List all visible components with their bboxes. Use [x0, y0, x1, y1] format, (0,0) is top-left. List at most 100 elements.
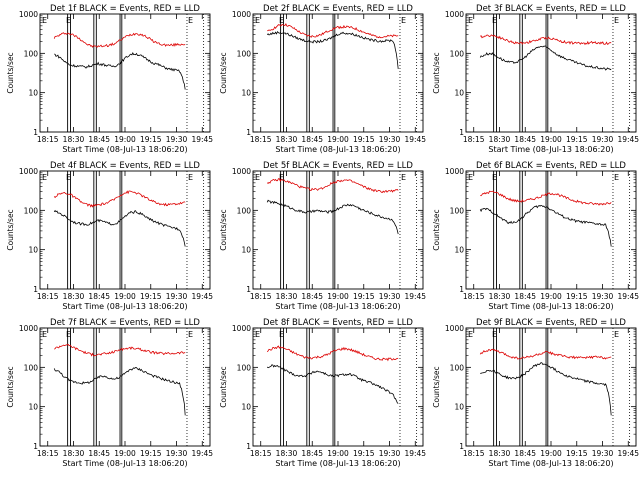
series-line-lld: [267, 23, 399, 39]
x-tick-label: 18:15: [463, 135, 485, 144]
x-tick-label: 19:30: [592, 135, 614, 144]
y-tick-label: 1: [33, 442, 38, 451]
e-marker-label: E: [279, 16, 284, 25]
x-tick-label: 19:30: [592, 292, 614, 301]
e-marker-label: E: [614, 16, 619, 25]
x-tick-label: 18:45: [514, 449, 536, 458]
y-tick-label: 1: [246, 285, 251, 294]
x-tick-label: 19:45: [191, 449, 213, 458]
e-marker-label: E: [66, 16, 71, 25]
x-tick-label: 19:00: [327, 449, 349, 458]
chart-panel-7: Det 7f BLACK = Events, RED = LLD Counts/s…: [6, 318, 213, 468]
y-tick-label: 1: [459, 285, 464, 294]
series-line-events: [266, 364, 399, 404]
plot-frame: [465, 170, 637, 290]
x-tick-label: 18:30: [63, 135, 85, 144]
chart-title: Det 1f BLACK = Events, RED = LLD: [50, 4, 200, 14]
x-tick-label: 19:15: [566, 449, 588, 458]
e-marker-label: E: [42, 16, 47, 25]
x-axis-label: Start Time (08-Jul-13 18:06:20): [275, 459, 400, 468]
y-tick-label: 100: [450, 363, 465, 372]
x-tick-label: 19:45: [404, 449, 426, 458]
x-tick-label: 19:15: [140, 135, 162, 144]
y-axis-label: Counts/sec: [432, 52, 441, 93]
y-tick-label: 1: [246, 442, 251, 451]
e-marker-label: E: [492, 330, 497, 339]
x-tick-label: 19:15: [566, 292, 588, 301]
e-marker-label: E: [468, 330, 473, 339]
series-line-lld: [53, 32, 186, 48]
y-tick-label: 100: [237, 363, 252, 372]
y-axis-label: Counts/sec: [6, 52, 15, 93]
x-tick-label: 18:15: [250, 292, 272, 301]
e-marker-label: E: [255, 173, 260, 182]
x-tick-label: 19:00: [114, 292, 136, 301]
y-axis-label: Counts/sec: [6, 209, 15, 250]
x-tick-label: 19:30: [379, 135, 401, 144]
y-tick-label: 10: [241, 246, 251, 255]
chart-title: Det 4f BLACK = Events, RED = LLD: [50, 161, 200, 171]
x-tick-label: 18:45: [88, 135, 110, 144]
x-tick-label: 19:45: [617, 449, 639, 458]
x-tick-label: 19:45: [404, 292, 426, 301]
y-tick-label: 1000: [445, 324, 464, 333]
y-axis-label: Counts/sec: [219, 366, 228, 407]
x-tick-label: 19:30: [379, 292, 401, 301]
plot-frame: [39, 13, 211, 133]
series-line-events: [54, 51, 186, 90]
x-tick-label: 19:00: [114, 449, 136, 458]
y-tick-label: 1000: [19, 167, 38, 176]
x-tick-label: 18:15: [250, 449, 272, 458]
x-axis-label: Start Time (08-Jul-13 18:06:20): [275, 145, 400, 154]
chart-panel-5: Det 5f BLACK = Events, RED = LLD Counts/s…: [219, 161, 426, 311]
chart-title: Det 6f BLACK = Events, RED = LLD: [476, 161, 626, 171]
x-tick-label: 18:30: [63, 449, 85, 458]
x-tick-label: 19:45: [404, 135, 426, 144]
chart-panel-2: Det 2f BLACK = Events, RED = LLD Counts/s…: [219, 4, 426, 154]
y-tick-label: 10: [28, 89, 38, 98]
chart-panel-8: Det 8f BLACK = Events, RED = LLD Counts/s…: [219, 318, 426, 468]
plot-frame: [465, 327, 637, 447]
x-axis-label: Start Time (08-Jul-13 18:06:20): [62, 145, 187, 154]
chart-title: Det 2f BLACK = Events, RED = LLD: [263, 4, 413, 14]
x-tick-label: 18:15: [463, 449, 485, 458]
e-marker-label: E: [401, 173, 406, 182]
plot-frame: [39, 170, 211, 290]
e-marker-label: E: [614, 173, 619, 182]
series-line-events: [479, 204, 612, 247]
x-axis-label: Start Time (08-Jul-13 18:06:20): [488, 145, 613, 154]
plot-frame: [252, 327, 424, 447]
x-tick-label: 19:30: [166, 135, 188, 144]
chart-panel-9: Det 9f BLACK = Events, RED = LLD Counts/s…: [432, 318, 639, 468]
e-marker-label: E: [188, 16, 193, 25]
x-tick-label: 18:30: [276, 292, 298, 301]
y-axis-label: Counts/sec: [219, 209, 228, 250]
series-line-lld: [480, 190, 612, 206]
x-tick-label: 18:45: [301, 449, 323, 458]
x-tick-label: 19:45: [191, 292, 213, 301]
y-tick-label: 10: [28, 403, 38, 412]
x-tick-label: 18:15: [37, 449, 59, 458]
x-tick-label: 18:45: [301, 135, 323, 144]
x-axis-label: Start Time (08-Jul-13 18:06:20): [62, 459, 187, 468]
y-tick-label: 10: [241, 89, 251, 98]
x-tick-label: 19:00: [327, 135, 349, 144]
chart-panel-4: Det 4f BLACK = Events, RED = LLD Counts/s…: [6, 161, 213, 311]
x-tick-label: 18:30: [489, 135, 511, 144]
series-line-events: [53, 209, 186, 247]
x-tick-label: 19:30: [166, 292, 188, 301]
y-tick-label: 1000: [445, 167, 464, 176]
y-axis-label: Counts/sec: [219, 52, 228, 93]
y-tick-label: 1000: [232, 167, 251, 176]
y-axis-label: Counts/sec: [432, 366, 441, 407]
x-tick-label: 18:15: [463, 292, 485, 301]
e-marker-label: E: [468, 173, 473, 182]
y-tick-label: 10: [454, 403, 464, 412]
x-tick-label: 18:45: [301, 292, 323, 301]
x-tick-label: 18:15: [37, 135, 59, 144]
x-tick-label: 18:45: [514, 135, 536, 144]
x-tick-label: 19:45: [617, 135, 639, 144]
chart-title: Det 3f BLACK = Events, RED = LLD: [476, 4, 626, 14]
x-tick-label: 19:45: [191, 135, 213, 144]
